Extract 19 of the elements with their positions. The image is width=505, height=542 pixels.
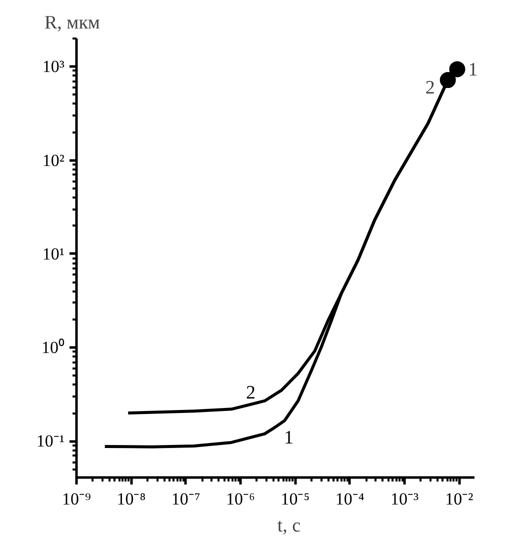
series-label: 1 bbox=[284, 427, 294, 448]
x-tick-label: 10⁻⁸ bbox=[116, 490, 146, 508]
y-tick-label: 10² bbox=[42, 150, 65, 170]
y-tick-label: 10⁻¹ bbox=[36, 432, 65, 451]
y-axis-title: R, мкм bbox=[44, 12, 100, 34]
series-label: 2 bbox=[246, 382, 256, 404]
y-tick-label: 10⁰ bbox=[42, 338, 64, 358]
x-tick-label: 10⁻⁴ bbox=[335, 490, 364, 508]
x-tick-label: 10⁻³ bbox=[390, 490, 419, 508]
y-tick-label: 10³ bbox=[42, 57, 65, 76]
x-tick-label: 10⁻⁶ bbox=[226, 490, 256, 508]
x-tick-label: 10⁻⁹ bbox=[62, 490, 92, 508]
x-tick-label: 10⁻² bbox=[445, 490, 474, 508]
y-tick-label: 10¹ bbox=[42, 244, 65, 264]
annotation: 2 bbox=[425, 78, 435, 99]
x-tick-label: 10⁻⁷ bbox=[171, 490, 200, 508]
x-tick-label: 10⁻⁵ bbox=[280, 490, 310, 508]
annotation: 1 bbox=[468, 60, 478, 81]
x-axis-title: t, с bbox=[277, 516, 301, 536]
